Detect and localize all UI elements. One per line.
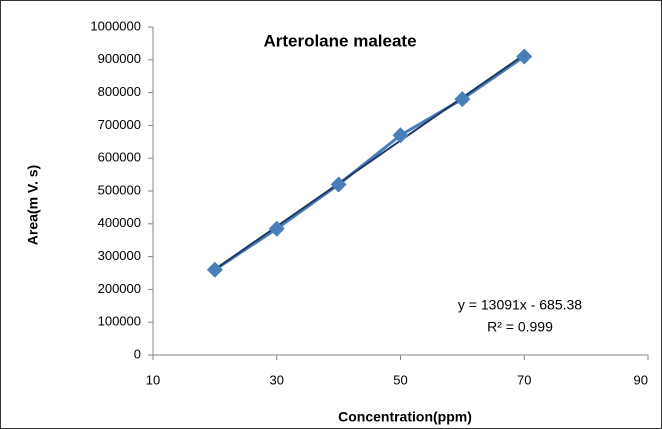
y-tick-label: 400000 (98, 215, 141, 230)
data-point (268, 220, 285, 237)
y-tick-label: 500000 (98, 182, 141, 197)
y-tick-label: 0 (134, 346, 141, 361)
data-point (516, 48, 533, 65)
y-tick-label: 300000 (98, 248, 141, 263)
y-tick-label: 600000 (98, 150, 141, 165)
y-tick-label: 100000 (98, 314, 141, 329)
x-axis-label: Concentration(ppm) (338, 409, 472, 425)
y-tick-label: 900000 (98, 51, 141, 66)
data-point (392, 127, 409, 144)
r-squared: R² = 0.999 (487, 319, 553, 335)
data-point (330, 176, 347, 193)
y-tick-label: 700000 (98, 117, 141, 132)
x-tick-label: 30 (270, 372, 284, 387)
y-tick-label: 200000 (98, 281, 141, 296)
series-line (214, 55, 526, 271)
y-axis-label: Area(m V. s) (25, 165, 41, 245)
y-tick-label: 800000 (98, 84, 141, 99)
x-tick-label: 90 (634, 372, 648, 387)
data-point (454, 91, 471, 108)
x-tick-label: 50 (393, 372, 407, 387)
x-tick-label: 70 (517, 372, 531, 387)
y-tick-label: 1000000 (90, 18, 141, 33)
trendline (214, 53, 525, 271)
trendline-equation: y = 13091x - 685.38 (458, 297, 582, 313)
x-tick-label: 10 (146, 372, 160, 387)
data-point (206, 261, 223, 278)
chart-title: Arterolane maleate (263, 31, 416, 50)
